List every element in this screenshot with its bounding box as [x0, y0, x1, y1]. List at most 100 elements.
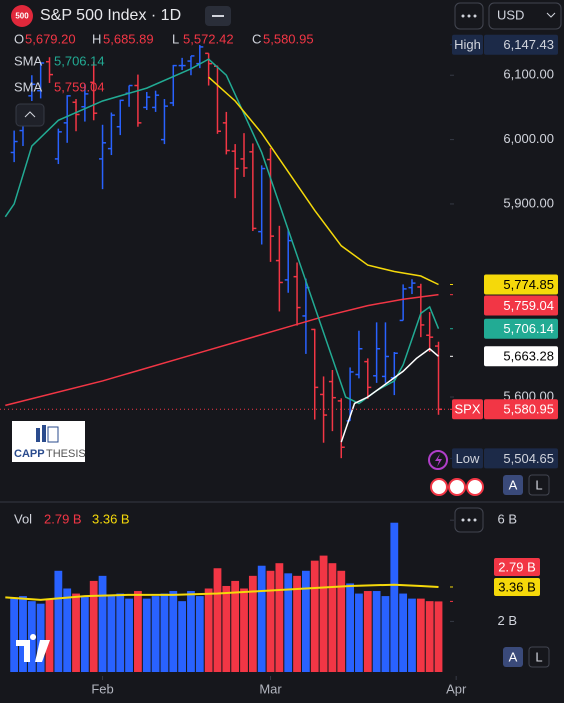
volume-title: Vol — [14, 511, 32, 526]
readout-value: 5,685.89 — [103, 31, 154, 46]
log-scale-button[interactable] — [528, 646, 550, 668]
volume-bar — [36, 603, 45, 672]
volume-bar — [240, 588, 248, 672]
volume-bar — [293, 575, 301, 672]
readout-key: H — [92, 31, 101, 46]
symbol-logo[interactable] — [11, 5, 33, 27]
alert-icon[interactable] — [428, 450, 448, 470]
legend-value: 5,759.04 — [54, 79, 105, 94]
auto-scale-button[interactable] — [503, 475, 523, 495]
x-tick-label: Apr — [446, 681, 467, 696]
price-badge — [484, 448, 558, 469]
volume-bar — [408, 598, 416, 672]
price-badge — [484, 399, 558, 420]
volume-badge-label: 2.79 B — [498, 559, 536, 574]
y-tick-label: 2 B — [497, 613, 517, 628]
collapse-button[interactable] — [15, 103, 45, 127]
volume-bar — [425, 601, 434, 672]
volume-badge-label: 3.36 B — [498, 579, 536, 594]
price-tag — [452, 448, 483, 469]
tv-logo — [16, 634, 50, 662]
currency-select[interactable] — [488, 2, 562, 30]
readout-value: 5,580.95 — [263, 31, 314, 46]
volume-badge — [494, 557, 540, 576]
volume-bar — [390, 522, 399, 672]
dropdown-arrow — [546, 12, 556, 18]
readout-value: 5,679.20 — [25, 31, 76, 46]
event-flag[interactable] — [430, 478, 448, 496]
volume-bar — [355, 593, 363, 672]
volume-bar — [434, 601, 443, 672]
event-flag[interactable] — [448, 478, 466, 496]
volume-bar — [363, 591, 372, 672]
volume-bar — [319, 555, 328, 672]
volume-bar — [169, 591, 178, 672]
volume-bar — [346, 583, 354, 672]
volume-bar — [222, 585, 231, 672]
log-scale-button[interactable] — [528, 474, 550, 496]
volume-bar — [160, 593, 169, 672]
volume-bar — [399, 593, 408, 672]
watermark-text: CAPP — [14, 448, 45, 460]
ma-line — [4, 58, 440, 405]
event-flag[interactable] — [466, 478, 484, 496]
volume-bar — [248, 575, 257, 672]
volume-bar — [381, 596, 390, 672]
volume-bar — [187, 591, 195, 672]
price-tag-label: Low — [456, 451, 480, 466]
button-label: L — [535, 477, 542, 492]
volume-bar — [19, 596, 27, 672]
volume-ma — [5, 583, 439, 601]
price-badge-label: 5,504.65 — [503, 451, 554, 466]
volume-bar — [63, 588, 72, 672]
logo-bar — [42, 425, 46, 442]
price-badge — [484, 295, 558, 316]
dot — [461, 14, 465, 18]
price-badge-label: 6,147.43 — [503, 37, 554, 52]
price-badge — [484, 34, 558, 55]
volume-bar — [204, 588, 213, 672]
legend-name: SMA — [14, 53, 43, 68]
volume-bar — [275, 563, 284, 672]
volume-bar — [116, 593, 125, 672]
volume-bar — [125, 598, 133, 672]
volume-bar — [231, 580, 240, 672]
menu-button[interactable] — [454, 507, 484, 533]
price-badge-label: 5,663.28 — [503, 349, 554, 364]
volume-bar — [142, 598, 151, 672]
y-tick-label: 5,900.00 — [503, 195, 554, 210]
price-badge-label: 5,774.85 — [503, 277, 554, 292]
button-label: A — [509, 477, 518, 492]
legend-name: SMA — [14, 79, 43, 94]
volume-bar — [98, 575, 107, 672]
y-tick-label: 6,000.00 — [503, 131, 554, 146]
x-tick-label: Mar — [259, 681, 282, 696]
auto-scale-button[interactable] — [503, 647, 523, 667]
readout-key: L — [172, 31, 179, 46]
dot — [461, 518, 465, 522]
volume-bar — [178, 601, 187, 672]
x-tick-label: Feb — [91, 681, 113, 696]
volume-badge — [494, 577, 540, 596]
button-label: L — [535, 649, 542, 664]
volume-bar — [45, 598, 54, 672]
volume-bar — [54, 570, 63, 672]
menu-button[interactable] — [454, 2, 484, 30]
ma-line — [5, 293, 439, 407]
collapse-icon — [24, 111, 36, 118]
volume-bar — [134, 591, 142, 672]
ma-line — [340, 347, 439, 443]
price-badge-label: 5,580.95 — [503, 402, 554, 417]
dot — [467, 518, 471, 522]
y-tick-label: 6 B — [497, 512, 517, 527]
dot — [467, 14, 471, 18]
readout-value: 5,572.42 — [183, 31, 234, 46]
volume-bar — [72, 593, 80, 672]
chart-title: S&P 500 Index · 1D — [40, 7, 181, 24]
button-label: A — [509, 649, 518, 664]
logo-bar — [36, 428, 40, 442]
volume-bar — [257, 565, 266, 672]
